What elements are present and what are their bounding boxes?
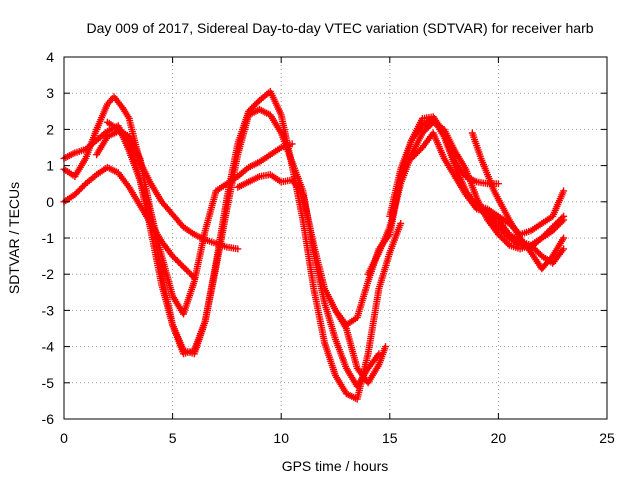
- y-tick-label: -3: [42, 302, 55, 318]
- y-axis-label: SDTVAR / TECUs: [6, 182, 22, 294]
- y-tick-label: 2: [46, 121, 54, 137]
- series-trace-12: [332, 306, 389, 387]
- marker-path: [103, 87, 405, 403]
- y-tick-label: 4: [46, 49, 54, 65]
- chart-title: Day 009 of 2017, Sidereal Day-to-day VTE…: [86, 20, 593, 36]
- x-tick-label: 15: [382, 430, 398, 446]
- x-tick-label: 0: [60, 430, 68, 446]
- y-tick-label: -2: [42, 266, 55, 282]
- x-axis-label: GPS time / hours: [282, 458, 389, 474]
- marker-path: [473, 187, 568, 238]
- x-tick-label: 20: [491, 430, 507, 446]
- x-tick-label: 5: [169, 430, 177, 446]
- series-trace-6: [234, 113, 502, 329]
- y-tick-label: 1: [46, 158, 54, 174]
- series-trace-5: [103, 87, 405, 403]
- y-tick-label: -6: [42, 411, 55, 427]
- x-axis-ticks: 0 5 10 15 20 25: [60, 57, 615, 446]
- y-tick-label: -5: [42, 375, 55, 391]
- x-tick-label: 25: [599, 430, 615, 446]
- data-points: [60, 87, 568, 403]
- x-tick-label: 10: [273, 430, 289, 446]
- y-tick-label: -4: [42, 339, 55, 355]
- y-tick-label: -1: [42, 230, 55, 246]
- y-axis-ticks: -6 -5 -4 -3 -2 -1 0 1 2 3 4: [42, 49, 607, 427]
- marker-path: [234, 113, 502, 329]
- y-tick-label: 3: [46, 85, 54, 101]
- marker-path: [408, 129, 568, 267]
- series-trace-9: [408, 129, 568, 267]
- series-trace-11: [473, 187, 568, 238]
- y-tick-label: 0: [46, 194, 54, 210]
- marker-path: [332, 306, 389, 387]
